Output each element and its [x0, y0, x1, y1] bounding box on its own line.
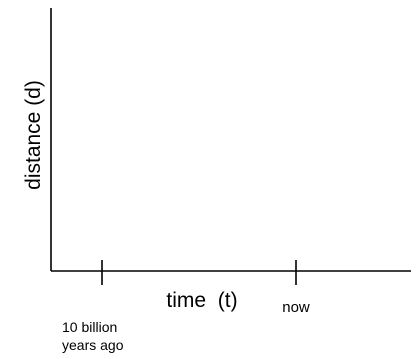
x-tick-label-line: now [282, 299, 310, 316]
x-tick-label-line: 10 billion [62, 319, 117, 335]
x-tick-label-line: years ago [62, 337, 124, 353]
y-axis-label: distance (d) [22, 80, 45, 190]
x-axis-label: time (t) [166, 289, 237, 312]
